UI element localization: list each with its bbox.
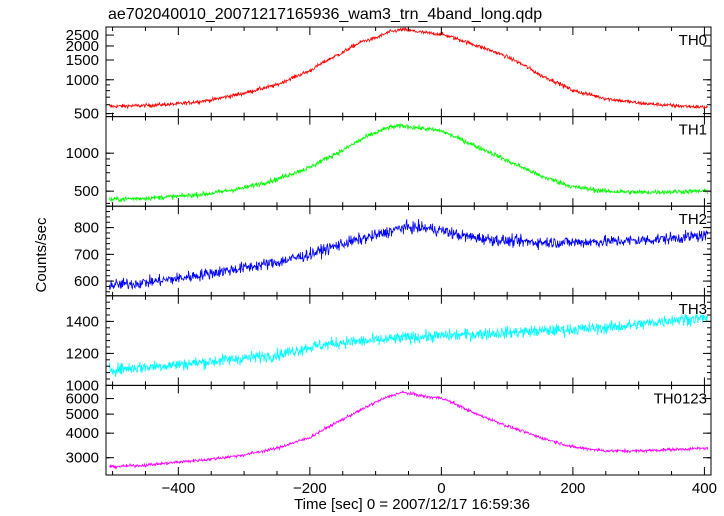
panel-th3: 1000 1200 1400 TH3: [66, 295, 712, 394]
panel-th1: 500 1000 TH1: [66, 116, 712, 207]
series-th1-line: [108, 123, 709, 204]
panel-frame: [105, 384, 712, 476]
y-tick-label: 6000: [66, 391, 99, 408]
y-tick-label: 2500: [66, 27, 99, 44]
x-tick-label: 0: [437, 480, 445, 497]
y-tick-label: 4000: [66, 425, 99, 442]
y-tick-label: 2000: [66, 38, 99, 55]
panel-th2: 600 700 800 TH2: [74, 205, 712, 297]
y-tick-label: 500: [74, 183, 99, 200]
y-tick-label: 1000: [66, 145, 99, 162]
series-th3-line: [108, 313, 709, 377]
chart-title: ae702040010_20071217165936_wam3_trn_4ban…: [108, 6, 542, 23]
panel-label-th3: TH3: [679, 301, 707, 318]
panel-frame: [105, 205, 712, 297]
panel-frame: [105, 295, 712, 386]
y-tick-label: 1500: [66, 52, 99, 69]
y-tick-label: 3000: [66, 450, 99, 467]
y-tick-label: 1000: [66, 377, 99, 394]
panel-label-th0: TH0: [679, 32, 707, 49]
x-tick-label: 200: [560, 480, 585, 497]
y-tick-label: 800: [74, 220, 99, 237]
y-tick-label: 1000: [66, 72, 99, 89]
y-tick-label: 700: [74, 246, 99, 263]
x-tick-label: −200: [293, 480, 327, 497]
x-tick-label: −400: [161, 480, 195, 497]
panel-label-th1: TH1: [679, 122, 707, 139]
y-tick-label: 1200: [66, 345, 99, 362]
panel-frame: [105, 26, 712, 118]
y-tick-label: 5000: [66, 406, 99, 423]
panel-label-th0123: TH0123: [654, 390, 707, 407]
series-th0123-line: [109, 390, 709, 470]
series-th0-line: [109, 26, 708, 110]
x-axis-label: Time [sec] 0 = 2007/12/17 16:59:36: [294, 496, 530, 513]
x-axis: −400 −200 0 200 400: [161, 480, 717, 497]
y-tick-label: 500: [74, 106, 99, 123]
panel-label-th2: TH2: [679, 211, 707, 228]
y-axis-label: Counts/sec: [33, 217, 50, 293]
y-tick-label: 1400: [66, 313, 99, 330]
x-tick-label: 400: [692, 480, 717, 497]
y-tick-label: 600: [74, 273, 99, 290]
series-th2-line: [108, 218, 709, 291]
